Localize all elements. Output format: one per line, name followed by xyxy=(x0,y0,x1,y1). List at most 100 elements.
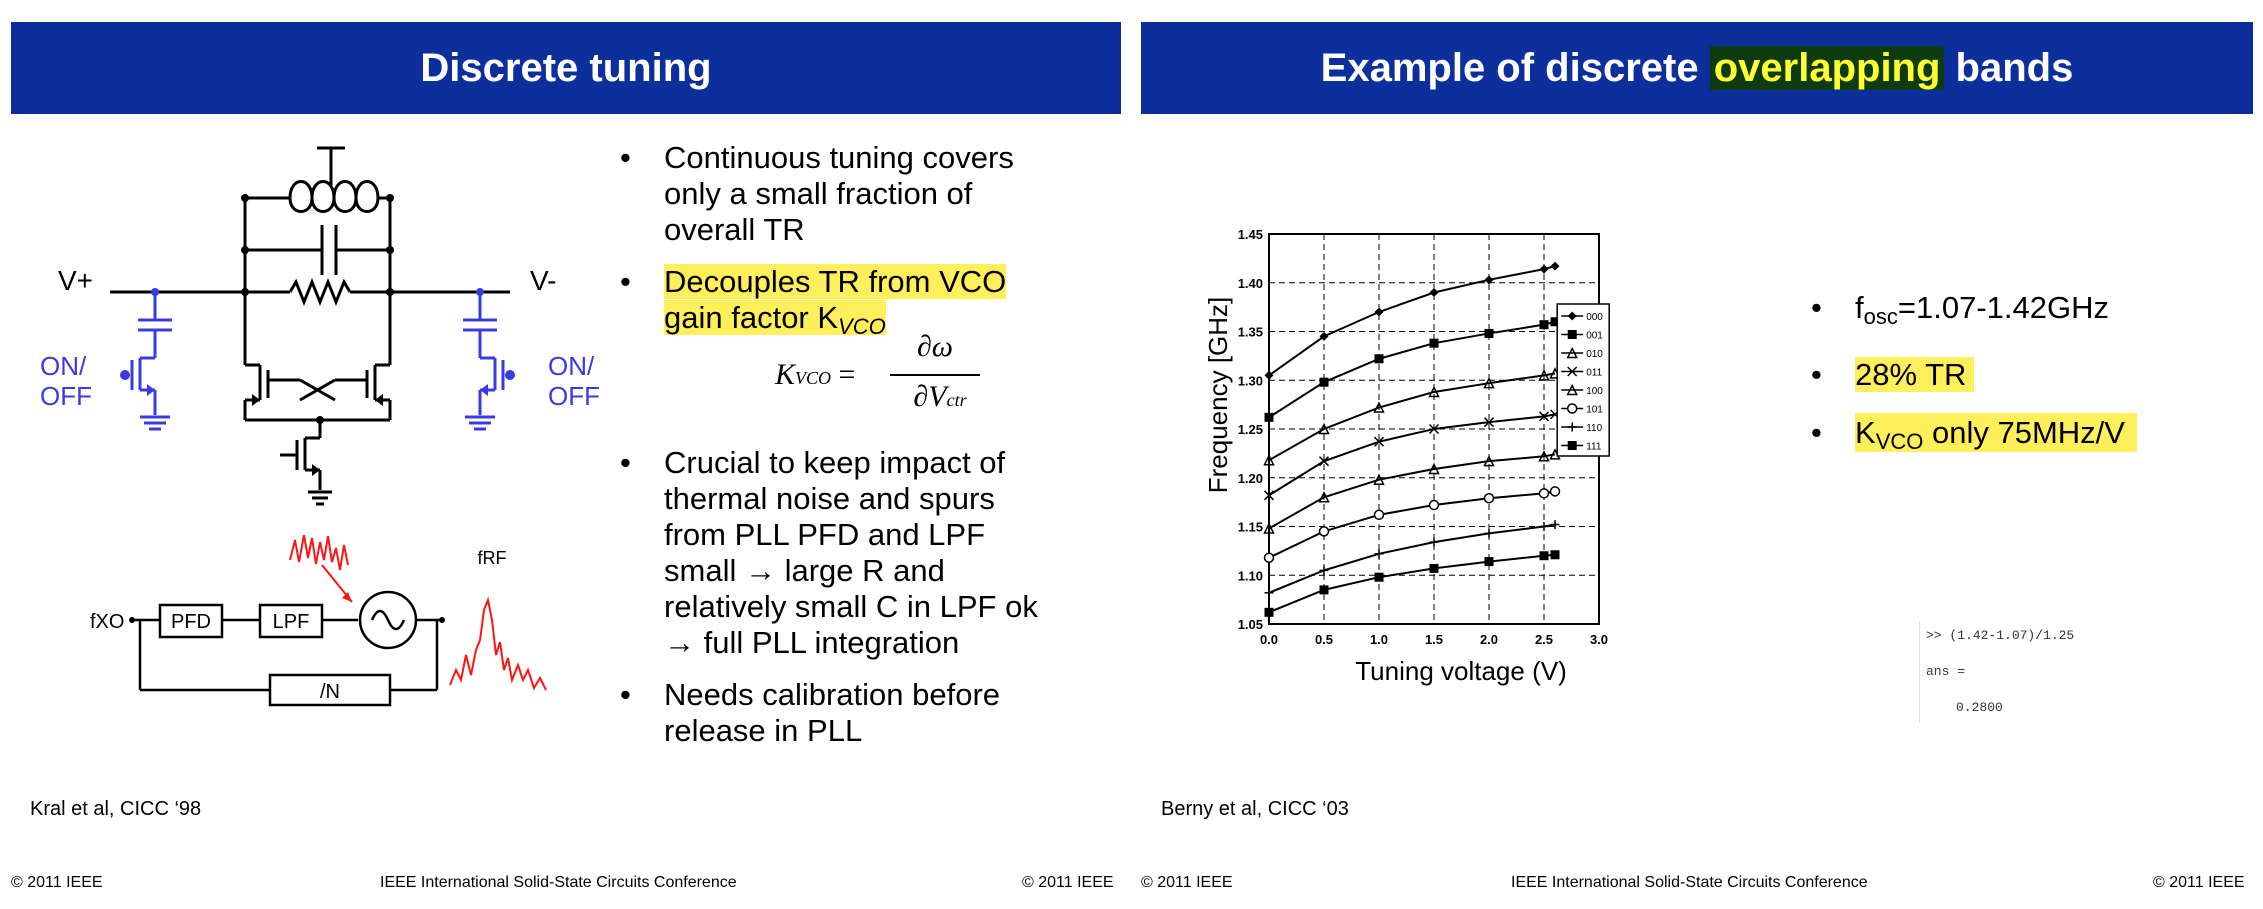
x-tick-label: 2.5 xyxy=(1535,632,1553,647)
right-slide: Example of discrete overlapping bands Fr… xyxy=(1131,0,2263,909)
data-point-001 xyxy=(1484,328,1494,338)
right-slide-title: Example of discrete overlapping bands xyxy=(1320,45,2074,90)
rf-spectrum-trace xyxy=(449,596,547,691)
x-tick-label: 1.5 xyxy=(1425,632,1443,647)
data-point-011 xyxy=(1263,490,1275,501)
left-footer-copyright-right: © 2011 IEEE xyxy=(1022,874,1114,891)
y-tick-label: 1.15 xyxy=(1238,520,1263,535)
on-off-left-label-1: ON/ xyxy=(40,351,87,381)
legend-entry-100: 100 xyxy=(1586,386,1603,397)
data-point-011 xyxy=(1318,456,1330,467)
data-point-101 xyxy=(1373,509,1385,521)
resistor-symbol xyxy=(288,277,352,307)
legend-marker xyxy=(1567,311,1577,321)
matlab-command: >> (1.42-1.07)/1.25 xyxy=(1926,628,2075,643)
data-point-001 xyxy=(1264,412,1274,422)
bullet-decouples-tr: • Decouples TR from VCO gain factor KVCO xyxy=(620,264,1007,339)
data-point-100 xyxy=(1318,491,1330,503)
legend-entry-011: 011 xyxy=(1586,368,1602,379)
data-point-000 xyxy=(1484,275,1494,285)
chart-xlabel: Tuning voltage (V) xyxy=(1355,656,1566,686)
x-tick-label: 0.0 xyxy=(1260,632,1278,647)
y-tick-label: 1.20 xyxy=(1238,471,1263,486)
on-off-right-label-1: ON/ xyxy=(548,351,595,381)
right-citation: Berny et al, CICC ‘03 xyxy=(1161,798,1349,820)
frequency-band-chart: Frequency [GHz] Tuning voltage (V) 1.05 1… xyxy=(1203,227,1610,686)
data-point-000 xyxy=(1264,370,1274,380)
matlab-ans: ans = xyxy=(1926,664,1966,679)
data-point-011 xyxy=(1483,417,1495,428)
data-point-000 xyxy=(1374,307,1384,317)
data-point-001 xyxy=(1319,377,1329,387)
inductor-symbol xyxy=(288,180,380,199)
data-point-001 xyxy=(1539,320,1549,330)
bullet-crucial-impact: • Crucial to keep impact of thermal nois… xyxy=(620,445,1038,660)
matlab-output: >> (1.42-1.07)/1.25 ans = 0.2800 xyxy=(1919,622,2120,722)
data-point-101 xyxy=(1483,492,1495,504)
data-point-101 xyxy=(1318,526,1330,537)
pfd-label: PFD xyxy=(171,611,211,633)
legend-entry-001: 001 xyxy=(1586,331,1603,342)
pll-block-diagram: fXO PFD LPF /N fRF xyxy=(90,534,547,707)
data-point-011 xyxy=(1428,423,1440,435)
v-plus-label: V+ xyxy=(58,265,93,296)
left-citation: Kral et al, CICC ‘98 xyxy=(30,798,202,820)
data-point-001 xyxy=(1374,354,1384,364)
bullet-kvco-value: • KVCO only 75MHz/V xyxy=(1811,413,2231,460)
title-highlight: overlapping xyxy=(1709,45,1945,90)
legend-box xyxy=(1556,303,1610,457)
data-point-000 xyxy=(1550,261,1560,271)
legend-entry-110: 110 xyxy=(1586,423,1602,434)
right-footer-conference: IEEE International Solid-State Circuits … xyxy=(1511,874,1868,891)
data-point-001 xyxy=(1429,338,1439,348)
divider-label: /N xyxy=(320,681,340,703)
data-point-100 xyxy=(1373,473,1385,485)
noise-trace xyxy=(289,534,349,571)
right-bullet-list: • fosc=1.07-1.42GHz • 28% TR • KVCO only… xyxy=(1811,290,2231,460)
y-tick-label: 1.35 xyxy=(1238,325,1263,340)
data-point-100 xyxy=(1263,522,1275,534)
lpf-label: LPF xyxy=(273,611,310,633)
data-point-000 xyxy=(1319,331,1329,341)
y-tick-label: 1.45 xyxy=(1238,227,1263,242)
data-point-111 xyxy=(1429,563,1439,573)
on-off-left-label-2: OFF xyxy=(40,381,92,411)
left-slide: Discrete tuning xyxy=(0,0,1131,909)
matlab-result: 0.2800 xyxy=(1956,700,2003,715)
bullet-tr-percent: • 28% TR xyxy=(1811,357,2231,393)
legend-marker xyxy=(1567,330,1577,339)
chart-ylabel: Frequency [GHz] xyxy=(1203,297,1233,494)
y-tick-label: 1.30 xyxy=(1238,373,1263,388)
right-footer-copyright: © 2011 IEEE xyxy=(1141,874,1233,891)
y-tick-label: 1.10 xyxy=(1238,568,1263,583)
legend-marker xyxy=(1567,366,1578,377)
legend-marker xyxy=(1566,346,1578,359)
bullet-needs-calibration: • Needs calibration before release in PL… xyxy=(620,677,1001,748)
series-line-001 xyxy=(1268,320,1556,419)
y-tick-label: 1.40 xyxy=(1238,276,1263,291)
legend-marker xyxy=(1566,403,1578,414)
y-tick-label: 1.25 xyxy=(1238,422,1263,437)
legend-entry-101: 101 xyxy=(1586,405,1603,416)
data-point-100 xyxy=(1428,462,1440,475)
series-line-100 xyxy=(1268,453,1556,530)
x-tick-label: 1.0 xyxy=(1370,632,1388,647)
data-point-111 xyxy=(1374,572,1384,582)
x-tick-label: 3.0 xyxy=(1590,632,1608,647)
data-point-111 xyxy=(1550,550,1560,560)
data-point-111 xyxy=(1539,551,1549,561)
left-bullet-list: • Continuous tuning covers only a small … xyxy=(620,140,1120,749)
data-point-010 xyxy=(1538,369,1550,381)
fxo-label: fXO xyxy=(90,611,124,633)
left-title-bar: Discrete tuning xyxy=(11,22,1121,114)
v-minus-label: V- xyxy=(530,265,556,296)
left-slide-title: Discrete tuning xyxy=(420,45,712,90)
series-line-011 xyxy=(1268,413,1556,497)
data-point-101 xyxy=(1263,552,1275,563)
on-off-right-label-2: OFF xyxy=(548,381,600,411)
data-point-101 xyxy=(1428,499,1440,511)
series-line-010 xyxy=(1268,372,1556,462)
legend-entry-111: 111 xyxy=(1586,442,1602,453)
data-point-111 xyxy=(1264,607,1274,617)
legend-entry-000: 000 xyxy=(1586,312,1603,323)
